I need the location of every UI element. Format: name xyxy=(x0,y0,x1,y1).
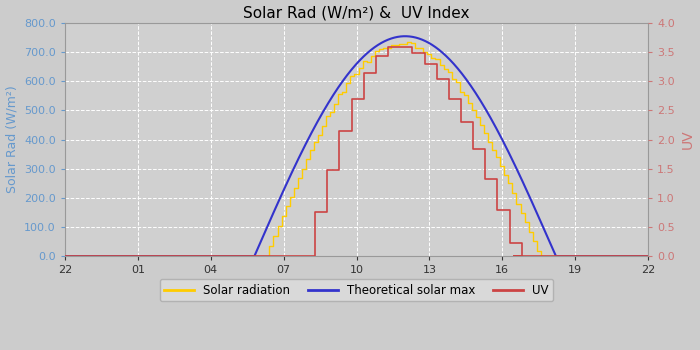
Y-axis label: Solar Rad (W/m²): Solar Rad (W/m²) xyxy=(6,86,19,194)
Y-axis label: UV: UV xyxy=(680,130,694,149)
Legend: Solar radiation, Theoretical solar max, UV: Solar radiation, Theoretical solar max, … xyxy=(160,279,553,301)
Title: Solar Rad (W/m²) &  UV Index: Solar Rad (W/m²) & UV Index xyxy=(244,6,470,21)
